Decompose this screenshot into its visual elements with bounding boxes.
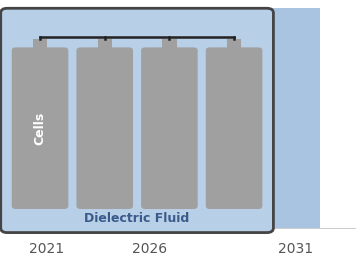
Bar xyxy=(227,39,241,51)
FancyBboxPatch shape xyxy=(77,47,133,209)
FancyBboxPatch shape xyxy=(141,47,198,209)
Text: 2021: 2021 xyxy=(29,242,64,256)
Text: 2031: 2031 xyxy=(278,242,313,256)
Text: Dielectric Fluid: Dielectric Fluid xyxy=(84,212,190,225)
FancyBboxPatch shape xyxy=(1,8,273,233)
Text: 2026: 2026 xyxy=(132,242,167,256)
FancyBboxPatch shape xyxy=(206,47,262,209)
Bar xyxy=(98,39,112,51)
Bar xyxy=(271,8,320,228)
Bar xyxy=(125,135,174,228)
Text: Cells: Cells xyxy=(33,112,47,145)
Bar xyxy=(162,39,177,51)
FancyBboxPatch shape xyxy=(12,47,68,209)
Bar xyxy=(33,39,47,51)
